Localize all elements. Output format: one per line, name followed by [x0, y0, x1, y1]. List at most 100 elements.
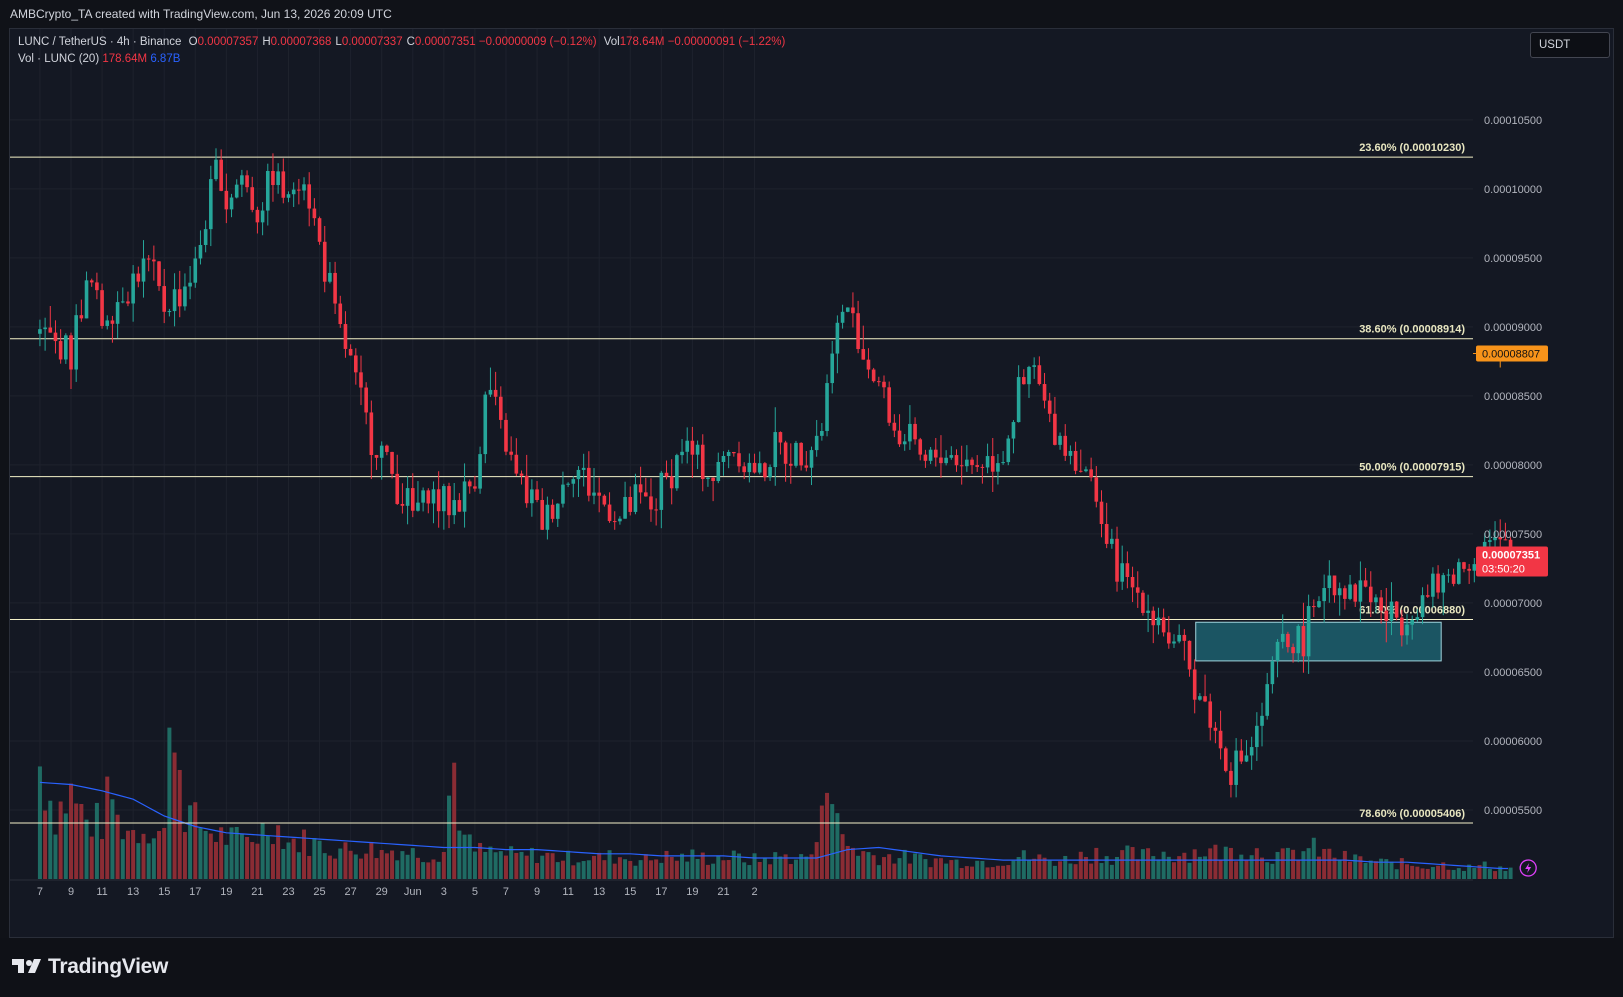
candle-body — [1032, 365, 1036, 367]
volume-bar — [1384, 859, 1389, 879]
volume-bar — [902, 849, 907, 879]
candle-body — [669, 476, 674, 489]
candle-body — [711, 477, 715, 482]
candle-body — [700, 444, 705, 480]
volume-bar — [493, 852, 498, 879]
candle-body — [369, 412, 374, 456]
candle-body — [597, 492, 601, 496]
candle-body — [286, 194, 291, 198]
volume-bar — [157, 830, 162, 879]
symbol-title[interactable]: LUNC / TetherUS · 4h · Binance — [18, 36, 182, 48]
volume-bar — [576, 862, 581, 879]
x-axis-tick-label: 11 — [562, 886, 573, 898]
volume-bar — [897, 858, 902, 879]
candle-body — [322, 241, 327, 282]
volume-bar — [1120, 850, 1125, 879]
x-axis-tick-label: 2 — [751, 886, 757, 898]
volume-bar — [1078, 851, 1083, 879]
price-chart[interactable]: 23.60% (0.00010230)38.60% (0.00008914)50… — [10, 29, 1613, 937]
candle-body — [970, 459, 974, 466]
candle-body — [198, 244, 203, 259]
volume-bar — [747, 865, 752, 879]
demand-zone[interactable] — [1195, 621, 1442, 662]
price-change: −0.00000009 (−0.12%) — [478, 36, 597, 48]
candle-body — [1110, 538, 1114, 544]
volume-bar — [245, 836, 250, 879]
volume-bar — [1332, 857, 1337, 879]
candle-body — [271, 170, 275, 186]
candle-body — [576, 469, 581, 480]
candle-body — [990, 456, 995, 472]
volume-bar — [193, 802, 198, 879]
volume-bar — [1177, 856, 1182, 879]
volume-bar — [1368, 860, 1373, 879]
candle-body — [690, 440, 695, 455]
candle-body — [1037, 365, 1042, 385]
x-axis-tick-label: 21 — [251, 886, 263, 898]
x-axis-tick-label: Jun — [404, 886, 422, 898]
candle-body — [1172, 641, 1176, 644]
currency-selector[interactable]: USDT — [1530, 32, 1610, 58]
candle-body — [1141, 592, 1145, 613]
candle-body — [866, 359, 871, 370]
candle-body — [773, 432, 778, 468]
tradingview-logo[interactable]: TradingView — [12, 955, 168, 979]
flash-icon[interactable] — [1519, 859, 1537, 877]
candle-body — [343, 324, 348, 349]
candle-body — [255, 209, 260, 223]
candle-body — [1374, 597, 1378, 603]
volume-bar — [1265, 862, 1270, 879]
candle-body — [1239, 750, 1244, 762]
candle-body — [167, 311, 172, 313]
volume-bar — [1477, 865, 1482, 879]
candle-body — [788, 463, 793, 466]
last-price-label: 0.00007351 — [1482, 549, 1540, 561]
volume-bar — [390, 850, 395, 879]
candle-body — [1022, 377, 1026, 385]
volume-bar — [498, 851, 503, 879]
candle-body — [918, 439, 923, 455]
candle-body — [1053, 413, 1057, 445]
candle-body — [649, 496, 653, 510]
volume-bar — [762, 857, 767, 879]
volume-bar — [1482, 861, 1487, 879]
candle-body — [462, 481, 467, 512]
volume-bar — [1441, 862, 1446, 879]
volume-bar — [462, 834, 467, 879]
volume-bar — [1342, 850, 1347, 879]
candle-body — [1425, 595, 1430, 597]
volume-bar — [1146, 848, 1151, 879]
candle-body — [317, 218, 322, 242]
candle-body — [473, 486, 477, 489]
volume-bar — [674, 860, 679, 879]
candle-body — [1068, 450, 1073, 456]
x-axis-tick-label: 17 — [189, 886, 201, 898]
resistance-price-tag — [1476, 345, 1548, 362]
volume-bar — [1161, 851, 1166, 879]
volume-bar — [353, 854, 358, 879]
candle-body — [214, 159, 218, 180]
volume-indicator-name[interactable]: Vol · LUNC (20) — [18, 53, 100, 65]
candle-body — [623, 496, 627, 519]
candle-body — [1270, 660, 1275, 685]
candle-body — [757, 463, 762, 473]
volume-bar — [617, 857, 622, 879]
candle-body — [1358, 580, 1363, 602]
volume-bar — [131, 830, 136, 879]
candle-body — [64, 335, 68, 360]
volume-bar — [1228, 847, 1233, 879]
x-axis-tick-label: 23 — [282, 886, 294, 898]
volume-bar — [1156, 859, 1161, 879]
candle-body — [1192, 669, 1197, 700]
volume-bar — [110, 799, 115, 879]
volume-bar — [338, 848, 343, 879]
volume-bar — [1430, 867, 1435, 879]
chart-legend: LUNC / TetherUS · 4h · Binance O0.000073… — [18, 34, 785, 68]
bar-countdown-label: 03:50:20 — [1482, 563, 1525, 575]
volume-bar — [623, 859, 628, 879]
candle-body — [79, 315, 84, 319]
volume-bar — [286, 842, 291, 879]
volume-bar — [100, 839, 105, 879]
candle-body — [146, 258, 151, 260]
volume-bar — [58, 801, 63, 879]
